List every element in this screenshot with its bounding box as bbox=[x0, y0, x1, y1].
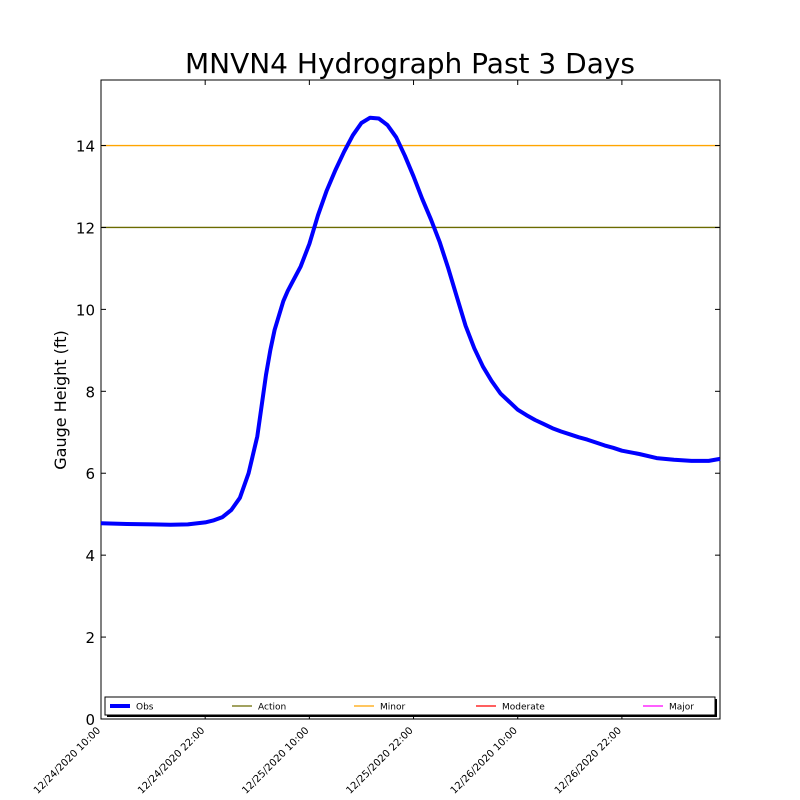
legend-label-obs: Obs bbox=[136, 703, 154, 713]
x-tick-label: 12/25/2020 22:00 bbox=[344, 725, 415, 796]
x-tick-label: 12/25/2020 10:00 bbox=[240, 725, 311, 796]
y-tick-label: 0 bbox=[85, 711, 95, 729]
legend: Obs Action Minor Moderate Major bbox=[104, 696, 717, 717]
x-tick-label: 12/24/2020 10:00 bbox=[32, 725, 103, 796]
legend-box bbox=[104, 696, 716, 716]
y-axis-label: Gauge Height (ft) bbox=[51, 330, 70, 470]
chart-title: MNVN4 Hydrograph Past 3 Days bbox=[185, 47, 635, 80]
legend-label-moderate: Moderate bbox=[502, 703, 545, 713]
y-tick-label: 8 bbox=[85, 383, 95, 401]
plot-frame bbox=[100, 79, 721, 720]
y-tick-label: 6 bbox=[85, 465, 95, 483]
legend-label-action: Action bbox=[258, 703, 286, 713]
legend-label-minor: Minor bbox=[380, 703, 405, 713]
x-tick-label: 12/26/2020 10:00 bbox=[449, 725, 520, 796]
legend-label-major: Major bbox=[669, 703, 694, 713]
y-tick-label: 12 bbox=[76, 219, 95, 237]
x-tick-label: 12/26/2020 22:00 bbox=[553, 725, 624, 796]
threshold-lines bbox=[101, 144, 720, 229]
y-tick-label: 14 bbox=[76, 138, 95, 156]
y-tick-label: 2 bbox=[85, 629, 95, 647]
x-tick-label: 12/24/2020 22:00 bbox=[136, 725, 207, 796]
series-layer bbox=[100, 115, 721, 527]
y-tick-label: 4 bbox=[85, 547, 95, 565]
y-tick-label: 10 bbox=[76, 301, 95, 319]
y-axis-ticks: 0 2 4 6 8 10 12 14 bbox=[76, 138, 720, 729]
series-line-obs bbox=[100, 115, 721, 527]
